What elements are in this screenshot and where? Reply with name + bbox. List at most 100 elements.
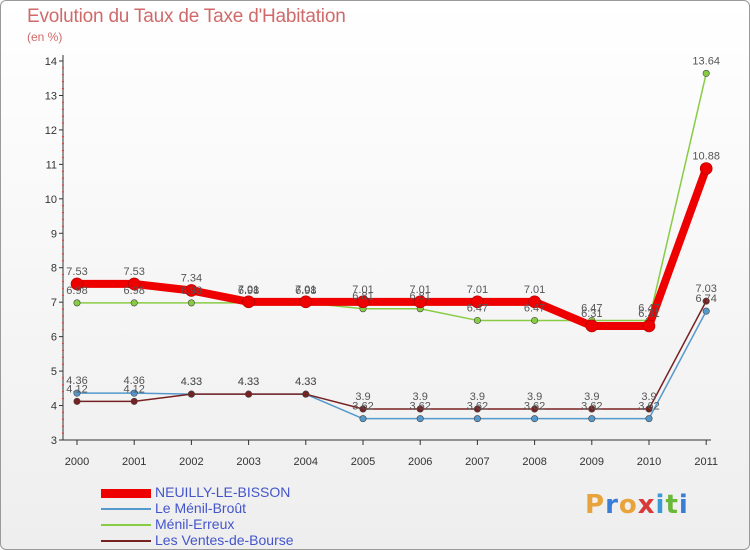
- data-label: 3.9: [641, 391, 656, 403]
- data-label: 3.9: [413, 391, 428, 403]
- data-point: [642, 319, 656, 333]
- data-point: [70, 277, 84, 291]
- data-label: 7.53: [123, 266, 144, 278]
- data-label: 7.01: [524, 284, 545, 296]
- y-minor-tick: [62, 122, 64, 124]
- y-minor-tick: [62, 383, 64, 386]
- y-minor-tick: [62, 156, 64, 159]
- y-tick-label: 5: [51, 366, 57, 378]
- logo-letter: i: [655, 490, 666, 520]
- y-minor-tick: [62, 411, 64, 414]
- data-point: [73, 389, 81, 397]
- data-label: 6.98: [123, 285, 144, 297]
- y-tick-label: 14: [45, 56, 57, 68]
- y-minor-tick: [62, 135, 64, 138]
- data-point: [130, 299, 138, 307]
- y-minor-tick: [62, 66, 64, 69]
- data-label: 7.34: [181, 272, 202, 284]
- x-tick-label: 2006: [408, 456, 432, 468]
- data-point: [130, 397, 138, 405]
- data-point: [73, 299, 81, 307]
- y-minor-tick: [62, 377, 64, 379]
- data-point: [471, 295, 484, 309]
- data-label: 4.33: [181, 376, 202, 388]
- y-minor-tick: [62, 142, 64, 145]
- y-minor-tick: [62, 294, 64, 297]
- logo-letter: r: [605, 490, 619, 520]
- y-minor-tick: [62, 218, 64, 221]
- logo-letter: P: [585, 490, 606, 520]
- y-minor-tick: [62, 101, 64, 104]
- y-tick-label: 11: [46, 159, 57, 171]
- data-label: 3.62: [581, 401, 602, 413]
- data-point: [245, 390, 253, 398]
- x-tick-label: 2000: [65, 456, 89, 468]
- y-minor-tick: [62, 418, 64, 421]
- data-label: 6.98: [181, 285, 202, 297]
- data-point: [416, 405, 424, 413]
- data-label: 3.62: [409, 401, 430, 413]
- data-label: 4.36: [123, 375, 144, 387]
- y-minor-tick: [62, 342, 64, 345]
- data-label: 3.9: [355, 391, 370, 403]
- data-label: 3.9: [470, 391, 485, 403]
- data-point: [473, 405, 481, 413]
- y-minor-tick: [62, 191, 64, 193]
- data-point: [531, 415, 539, 423]
- data-point: [473, 316, 481, 324]
- series-line: [77, 310, 707, 420]
- data-label: 6.47: [581, 302, 602, 314]
- data-label: 4.12: [66, 383, 87, 395]
- y-minor-tick: [62, 328, 64, 331]
- y-tick-label: 10: [45, 194, 57, 206]
- data-point: [645, 415, 653, 423]
- y-minor-tick: [62, 308, 64, 310]
- data-label: 6.31: [581, 308, 602, 320]
- legend-label: NEUILLY-LE-BISSON: [155, 484, 291, 500]
- chart-subtitle: (en %): [27, 30, 63, 44]
- series-line: [77, 300, 707, 410]
- data-point: [473, 415, 481, 423]
- y-tick-label: 8: [51, 263, 57, 275]
- data-point: [242, 295, 255, 309]
- data-label: 7.01: [295, 284, 316, 296]
- data-label: 3.62: [467, 401, 488, 413]
- x-tick-label: 2009: [580, 456, 604, 468]
- y-tick-label: 6: [51, 332, 57, 344]
- y-minor-tick: [62, 149, 64, 152]
- data-point: [531, 405, 539, 413]
- data-point: [702, 69, 710, 77]
- data-label: 6.98: [238, 285, 259, 297]
- y-minor-tick: [62, 211, 64, 214]
- data-label: 4.33: [238, 376, 259, 388]
- legend-label: Les Ventes-de-Bourse: [155, 532, 294, 548]
- x-tick-label: 2011: [694, 456, 718, 468]
- data-label: 3.62: [352, 401, 373, 413]
- y-minor-tick: [62, 273, 64, 276]
- x-tick-label: 2001: [122, 456, 146, 468]
- data-label: 7.01: [352, 284, 373, 296]
- data-point: [588, 415, 596, 423]
- y-minor-tick: [62, 390, 64, 393]
- legend-swatch: [101, 540, 151, 542]
- y-minor-tick: [62, 170, 64, 173]
- logo-letter: o: [618, 490, 638, 520]
- y-tick-label: 13: [45, 90, 57, 102]
- data-label: 4.12: [123, 383, 144, 395]
- data-label: 3.9: [527, 391, 542, 403]
- y-minor-tick: [62, 73, 64, 76]
- data-label: 4.33: [238, 376, 259, 388]
- x-tick-label: 2002: [179, 456, 203, 468]
- y-tick-label: 12: [45, 125, 57, 137]
- data-point: [416, 415, 424, 423]
- y-minor-tick: [62, 425, 64, 428]
- data-label: 13.64: [692, 55, 720, 67]
- y-minor-tick: [62, 259, 64, 262]
- data-point: [127, 277, 141, 291]
- x-tick-label: 2005: [351, 456, 375, 468]
- x-tick-label: 2003: [236, 456, 260, 468]
- logo-letter: i: [678, 490, 689, 520]
- y-tick-label: 9: [51, 228, 57, 240]
- data-label: 6.81: [352, 291, 373, 303]
